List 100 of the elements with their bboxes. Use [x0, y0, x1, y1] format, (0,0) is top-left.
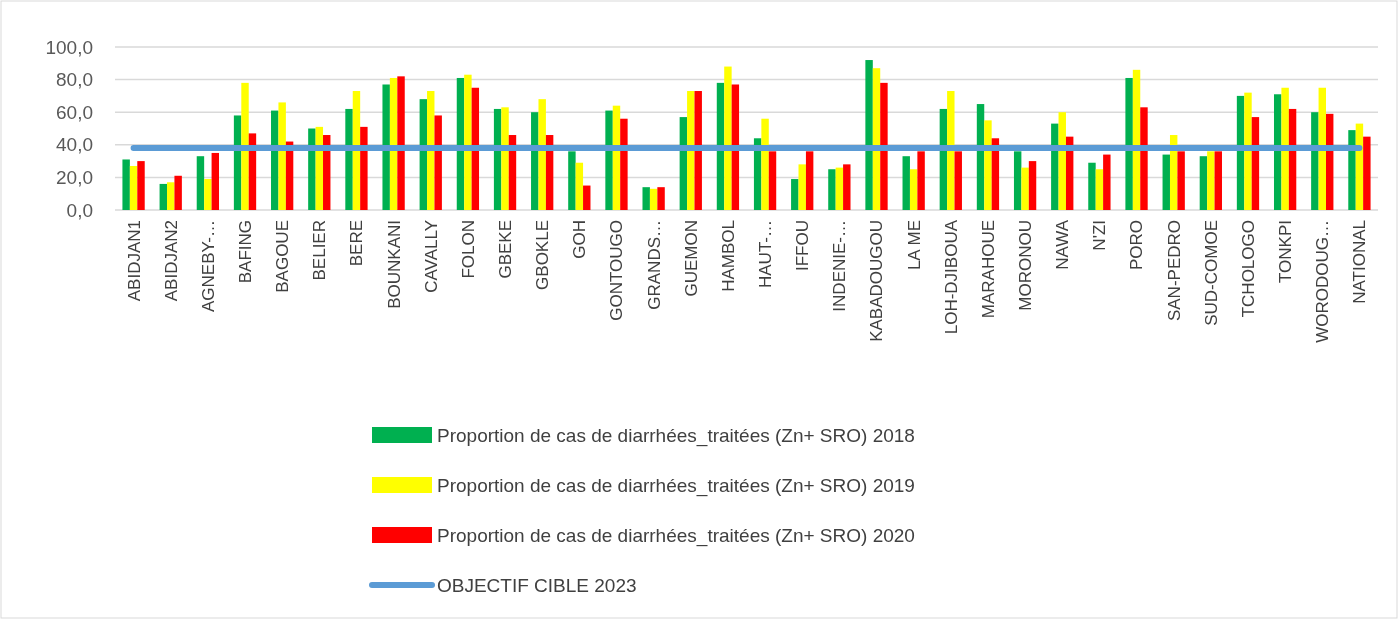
bar: [434, 115, 442, 210]
bar: [761, 118, 769, 210]
bar: [389, 77, 398, 210]
y-tick-label: 80,0: [56, 69, 93, 91]
bar: [1273, 94, 1282, 210]
bar: [649, 188, 658, 210]
bar: [917, 151, 925, 210]
bar: [501, 107, 509, 210]
legend-label: Proportion de cas de diarrhées_traitées (Zn+ SRO) 2018: [437, 424, 915, 447]
bar: [397, 76, 405, 210]
bar: [843, 164, 851, 210]
bar: [1363, 136, 1371, 210]
bar: [1028, 161, 1037, 210]
bar: [1088, 162, 1096, 210]
bar: [1281, 87, 1289, 210]
x-tick-label: HAMBOL: [718, 220, 738, 292]
x-tick-label: MARAHOUE: [978, 220, 998, 319]
bar: [241, 82, 249, 210]
bar: [1021, 167, 1029, 210]
bar: [872, 68, 881, 210]
bar: [211, 152, 220, 210]
bar: [642, 187, 650, 210]
bar: [1214, 151, 1222, 210]
bar: [456, 77, 465, 210]
x-tick-label: BAFING: [235, 220, 255, 284]
x-tick-label: KABADOUGOU: [867, 220, 887, 342]
bar: [360, 126, 368, 210]
x-tick-label: N'ZI: [1090, 220, 1110, 251]
x-tick-label: INDENIE-…: [830, 220, 850, 312]
bar: [308, 128, 316, 210]
bar: [1311, 112, 1319, 210]
bar: [1207, 151, 1215, 210]
x-tick-label: BELIER: [310, 220, 330, 281]
legend-label: Proportion de cas de diarrhées_traitées (Zn+ SRO) 2019: [437, 474, 915, 497]
x-tick-label: IFFOU: [793, 220, 813, 271]
bar: [1095, 169, 1104, 210]
bar: [122, 159, 130, 210]
y-tick-label: 0,0: [66, 199, 93, 221]
bar: [694, 91, 702, 210]
bar: [174, 175, 182, 210]
x-tick-label: CAVALLY: [421, 220, 441, 293]
bar: [1199, 156, 1208, 210]
y-tick-label: 40,0: [56, 134, 93, 156]
bar: [1132, 69, 1141, 210]
bar: [984, 120, 992, 210]
bar: [345, 108, 353, 210]
bar: [1051, 123, 1059, 210]
x-tick-label: SAN-PEDRO: [1164, 220, 1184, 322]
x-tick-label: LOH-DJIBOUA: [941, 219, 961, 335]
x-tick-label: LA ME: [904, 220, 924, 271]
x-tick-label: MORONOU: [1016, 220, 1036, 311]
bar: [1103, 154, 1111, 210]
x-tick-label: BOUNKANI: [384, 220, 404, 309]
x-tick-label: GONTOUGO: [607, 220, 627, 321]
x-tick-label: GRANDS…: [644, 220, 664, 310]
bar: [768, 151, 777, 210]
bar: [575, 162, 584, 210]
bar: [583, 185, 591, 210]
x-tick-label: AGNEBY-…: [198, 220, 218, 312]
bar: [902, 156, 910, 210]
x-tick-label: GBOKLE: [533, 220, 553, 290]
bar: [1140, 107, 1148, 210]
bar: [1177, 151, 1185, 210]
bar: [1162, 154, 1170, 210]
bar: [828, 169, 836, 210]
bar: [805, 151, 814, 210]
bar: [954, 151, 962, 210]
x-tick-label: ABIDJAN2: [161, 220, 181, 302]
y-tick-label: 100,0: [45, 36, 93, 58]
bar: [196, 156, 205, 210]
bar: [1125, 77, 1133, 210]
bar: [538, 99, 546, 210]
bar: [278, 102, 286, 210]
x-tick-label: ABIDJAN1: [124, 220, 144, 302]
x-tick-label: NAWA: [1053, 219, 1073, 270]
x-tick-label: GBEKE: [495, 220, 515, 279]
legend-label: Proportion de cas de diarrhées_traitées (Zn+ SRO) 2020: [437, 524, 915, 547]
x-tick-label: HAUT-…: [756, 220, 776, 288]
y-tick-label: 60,0: [56, 101, 93, 123]
bar: [947, 91, 955, 210]
x-tick-label: TONKPI: [1276, 220, 1296, 283]
bar: [1348, 130, 1356, 210]
bar: [880, 82, 888, 210]
bar: [909, 169, 918, 210]
y-tick-label: 20,0: [56, 167, 93, 189]
bar: [620, 118, 628, 210]
bar: [798, 164, 806, 210]
x-tick-label: FOLON: [458, 220, 478, 279]
x-tick-label: SUD-COMOE: [1201, 220, 1221, 326]
bar: [731, 84, 740, 210]
bar: [835, 167, 844, 210]
x-tick-label: WORODOUG…: [1313, 220, 1333, 343]
bar: [159, 183, 168, 210]
legend-label: OBJECTIF CIBLE 2023: [437, 574, 637, 596]
bar: [791, 179, 799, 210]
bar: [382, 84, 390, 210]
bar: [1013, 151, 1022, 210]
bar: [167, 182, 175, 210]
bar: [204, 179, 212, 210]
bar: [716, 82, 725, 210]
